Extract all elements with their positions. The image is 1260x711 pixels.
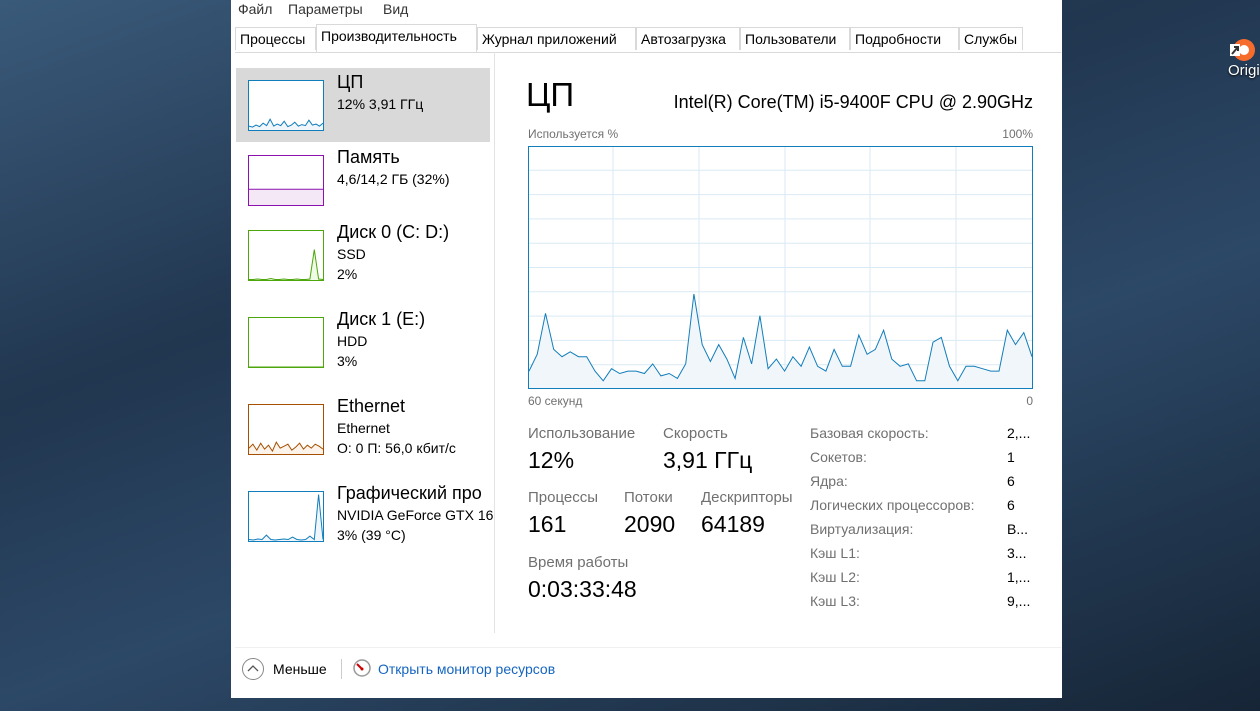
tab[interactable]: Журнал приложений (477, 27, 636, 50)
sidebar-title: Графический про (337, 483, 482, 503)
tab[interactable]: Пользователи (740, 27, 850, 50)
sidebar-item[interactable]: Диск 1 (E:) HDD 3% (337, 309, 493, 384)
sidebar-graph[interactable] (248, 491, 324, 542)
sidebar-item[interactable]: Ethernet Ethernet О: 0 П: 56,0 кбит/с (337, 396, 493, 471)
graph-line (249, 249, 324, 280)
stat-value: 3,91 ГГц (663, 447, 753, 473)
less-icon[interactable] (241, 657, 265, 681)
detail-key: Кэш L2: (810, 569, 860, 585)
footer-separator (341, 659, 342, 679)
sidebar-line: 3% (39 °C) (337, 527, 406, 543)
sidebar-item[interactable]: Диск 0 (C: D:) SSD 2% (337, 222, 493, 297)
stat-value: 2090 (624, 511, 676, 537)
sidebar-line: SSD (337, 246, 366, 262)
graph-line (248, 118, 324, 128)
detail-key: Виртуализация: (810, 521, 914, 537)
panel-divider (494, 52, 495, 633)
sidebar-item[interactable]: Память 4,6/14,2 ГБ (32%) (337, 147, 493, 222)
graph-line (248, 494, 324, 541)
detail-key: Ядра: (810, 473, 848, 489)
sidebar-line: Ethernet (337, 420, 390, 436)
tab-divider (235, 52, 1061, 53)
menu-item[interactable]: Вид (383, 1, 409, 17)
sidebar-line: 4,6/14,2 ГБ (32%) (337, 171, 450, 187)
graph-bg (248, 317, 324, 368)
sidebar-graph[interactable] (248, 317, 324, 368)
stat-label: Время работы (528, 554, 629, 571)
graph-label: Используется % (528, 127, 619, 141)
desktop-icon-label[interactable]: Origi (1228, 62, 1260, 79)
detail-key: Кэш L1: (810, 545, 860, 561)
graph-area (249, 249, 323, 280)
graph-max-label: 100% (1002, 127, 1033, 141)
axis-right-label: 0 (1026, 394, 1033, 408)
main-title: ЦП (526, 76, 575, 113)
sidebar-graph[interactable] (248, 155, 324, 206)
menu-item[interactable]: Параметры (288, 1, 363, 17)
stat-label: Использование (528, 425, 636, 442)
tab[interactable]: Службы (959, 27, 1023, 50)
stat-value: 0:03:33:48 (528, 576, 637, 602)
stat-label: Скорость (663, 425, 728, 442)
sidebar-item[interactable]: ЦП 12% 3,91 ГГц (337, 72, 493, 147)
sidebar-graph[interactable] (248, 230, 324, 281)
graph-line (248, 441, 324, 453)
detail-value: В... (1007, 521, 1029, 537)
footer-divider (235, 647, 1061, 648)
sidebar-item[interactable]: Графический про NVIDIA GeForce GTX 16 3% (… (337, 483, 493, 558)
tab[interactable]: Производительность (316, 24, 477, 52)
graph-bg (248, 80, 324, 131)
cpu-graph (528, 146, 1033, 389)
menu-item[interactable]: Файл (238, 1, 273, 17)
graph-area (249, 189, 323, 205)
sidebar-line: 3% (337, 353, 358, 369)
detail-value: 1 (1007, 449, 1015, 465)
sidebar-title: Диск 0 (C: D:) (337, 222, 450, 242)
stat-value: 12% (528, 447, 575, 473)
less-button[interactable]: Меньше (273, 661, 327, 677)
tab[interactable]: Автозагрузка (636, 27, 740, 50)
stat-label: Потоки (624, 489, 673, 506)
detail-value: 2,... (1007, 425, 1031, 441)
cpu-name: Intel(R) Core(TM) i5-9400F CPU @ 2.90GHz (673, 92, 1033, 112)
sidebar-title: Диск 1 (E:) (337, 309, 426, 329)
detail-key: Логических процессоров: (810, 497, 975, 513)
sidebar-line: 12% 3,91 ГГц (337, 96, 424, 112)
sidebar-line: 2% (337, 266, 358, 282)
tab[interactable]: Подробности (850, 27, 959, 50)
detail-value: 6 (1007, 497, 1015, 513)
detail-value: 6 (1007, 473, 1015, 489)
sidebar-graph[interactable] (248, 404, 324, 455)
tab[interactable]: Процессы (235, 27, 316, 50)
sidebar-title: Ethernet (337, 396, 406, 416)
graph-bg (248, 491, 324, 542)
detail-value: 1,... (1007, 569, 1031, 585)
monitor-icon[interactable] (352, 658, 372, 678)
detail-value: 3... (1007, 545, 1027, 561)
resource-monitor-link[interactable]: Открыть монитор ресурсов (378, 661, 556, 677)
stat-label: Дескрипторы (701, 489, 793, 506)
sidebar-title: ЦП (337, 72, 364, 92)
stat-label: Процессы (528, 489, 599, 506)
sidebar-line: HDD (337, 333, 368, 349)
graph-area (249, 494, 323, 541)
sidebar-graph[interactable] (248, 80, 324, 131)
graph-line (528, 293, 1033, 382)
detail-key: Сокетов: (810, 449, 867, 465)
stat-value: 161 (528, 511, 567, 537)
detail-key: Базовая скорость: (810, 425, 929, 441)
sidebar-title: Память (337, 147, 400, 167)
sidebar-line: О: 0 П: 56,0 кбит/с (337, 440, 456, 456)
stat-value: 64189 (701, 511, 765, 537)
axis-left-label: 60 секунд (528, 394, 583, 408)
graph-area (249, 442, 323, 454)
task-manager-window: ЦП Intel(R) Core(TM) i5-9400F CPU @ 2.90… (231, 0, 1062, 698)
detail-value: 9,... (1007, 593, 1031, 609)
detail-key: Кэш L3: (810, 593, 860, 609)
desktop-icon-image[interactable] (1226, 36, 1256, 66)
sidebar-line: NVIDIA GeForce GTX 16 (337, 507, 493, 523)
